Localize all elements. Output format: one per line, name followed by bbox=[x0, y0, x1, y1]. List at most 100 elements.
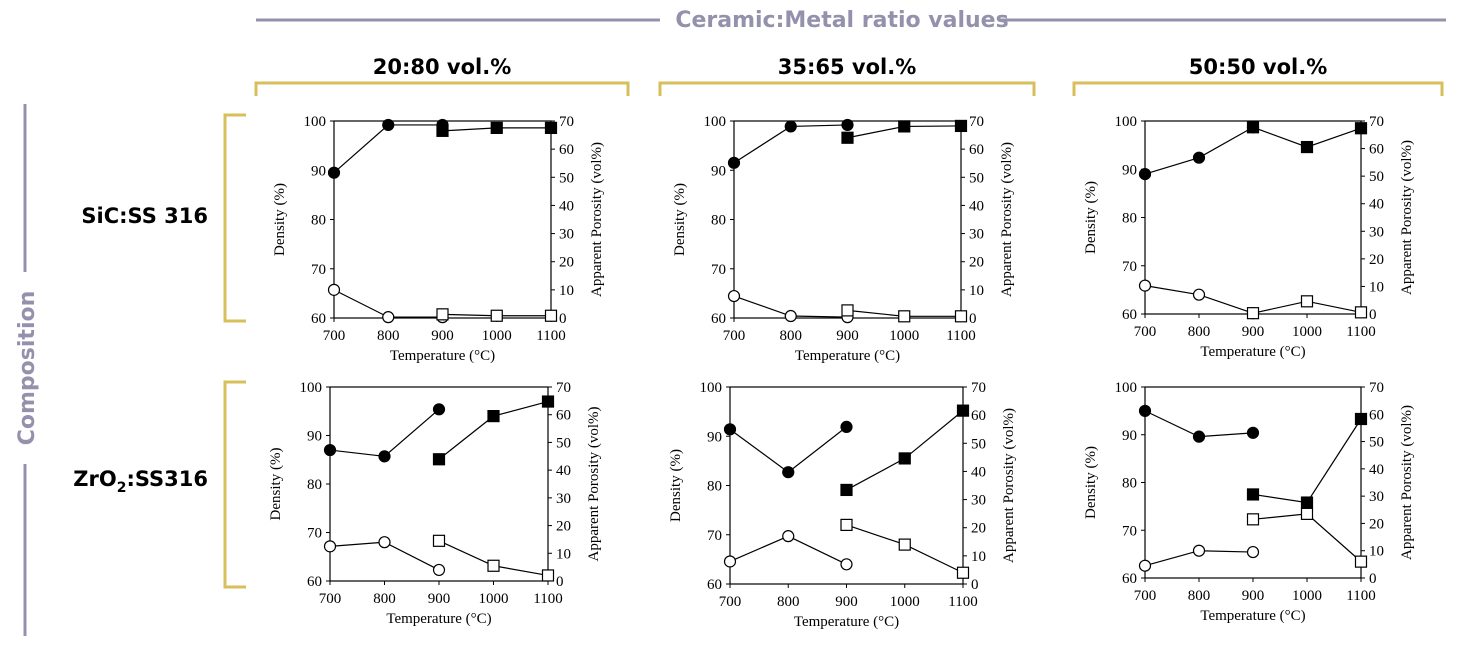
data-point-square bbox=[544, 309, 558, 322]
y2-tick-label: 0 bbox=[969, 311, 977, 327]
data-point-circle bbox=[784, 120, 797, 133]
data-point-circle bbox=[327, 166, 341, 179]
x-tick-label: 700 bbox=[1134, 588, 1157, 604]
y-tick-label: 90 bbox=[711, 163, 726, 179]
y2-tick-label: 20 bbox=[971, 521, 986, 537]
y2-tick-label: 40 bbox=[559, 198, 574, 214]
x-tick-label: 800 bbox=[1188, 324, 1211, 340]
y-tick-label: 100 bbox=[1115, 380, 1138, 396]
data-point-circle bbox=[784, 309, 797, 323]
row-header-sic: SiC:SS 316 bbox=[81, 113, 246, 323]
column-header-1: 20:80 vol.% bbox=[254, 55, 630, 96]
series-line bbox=[729, 426, 847, 473]
y-axis-label: Density (%) bbox=[672, 183, 688, 256]
data-point-circle bbox=[1192, 151, 1206, 164]
y-tick-label: 100 bbox=[300, 380, 323, 396]
data-point-square bbox=[490, 309, 503, 322]
y2-tick-label: 60 bbox=[559, 142, 574, 158]
y-tick-label: 100 bbox=[1115, 114, 1138, 130]
y2-tick-label: 40 bbox=[1369, 462, 1384, 478]
y-tick-label: 80 bbox=[311, 213, 326, 229]
data-point-circle bbox=[727, 156, 741, 169]
y2-tick-label: 10 bbox=[1369, 544, 1384, 560]
y2-axis-label: Apparent Porosity (vol%) bbox=[1399, 140, 1415, 295]
y2-tick-label: 20 bbox=[559, 255, 574, 271]
column-bracket bbox=[658, 81, 1036, 96]
y2-tick-label: 70 bbox=[559, 114, 574, 130]
y2-axis-label: Apparent Porosity (vol%) bbox=[586, 407, 602, 562]
y2-tick-label: 40 bbox=[971, 464, 986, 480]
data-point-circle bbox=[432, 563, 446, 577]
data-point-square bbox=[1246, 307, 1260, 320]
data-point-square bbox=[898, 120, 911, 133]
x-tick-label: 900 bbox=[836, 328, 859, 344]
y-tick-label: 70 bbox=[711, 262, 726, 278]
y2-tick-label: 30 bbox=[556, 491, 571, 507]
x-axis-label: Temperature (°C) bbox=[390, 348, 495, 364]
x-tick-label: 1000 bbox=[482, 328, 512, 344]
data-point-square bbox=[898, 538, 911, 551]
series-line bbox=[329, 408, 440, 457]
data-point-square bbox=[954, 119, 968, 133]
data-point-circle bbox=[327, 283, 341, 296]
row-header-zro2: ZrO2:SS316 bbox=[73, 380, 246, 589]
x-tick-label: 1000 bbox=[889, 328, 919, 344]
y-tick-label: 60 bbox=[707, 577, 722, 593]
data-point-square bbox=[436, 124, 449, 137]
y-tick-label: 90 bbox=[1122, 428, 1137, 444]
row-label-zro2: ZrO2:SS316 bbox=[73, 467, 208, 496]
x-tick-label: 800 bbox=[777, 594, 800, 610]
y-tick-label: 60 bbox=[1122, 307, 1137, 323]
data-point-square bbox=[541, 395, 555, 408]
data-point-square bbox=[956, 404, 970, 417]
x-tick-label: 1000 bbox=[1292, 588, 1322, 604]
row-bracket bbox=[223, 113, 246, 323]
x-tick-label: 900 bbox=[431, 328, 454, 344]
y2-tick-label: 20 bbox=[1369, 252, 1384, 268]
ratio-header-title: Ceramic:Metal ratio values bbox=[675, 8, 1008, 33]
column-label: 35:65 vol.% bbox=[778, 55, 917, 79]
x-tick-label: 1100 bbox=[948, 594, 977, 610]
series-line bbox=[1252, 418, 1362, 504]
ratio-header: Ceramic:Metal ratio values bbox=[256, 8, 1446, 33]
y-axis-label: Density (%) bbox=[668, 449, 684, 522]
x-tick-label: 700 bbox=[319, 591, 342, 607]
data-point-square bbox=[956, 566, 970, 579]
y-tick-label: 80 bbox=[707, 479, 722, 495]
row-label-zro2-base: ZrO bbox=[73, 467, 116, 491]
x-axis-label: Temperature (°C) bbox=[1200, 344, 1305, 360]
y2-tick-label: 70 bbox=[1369, 380, 1384, 396]
x-tick-label: 800 bbox=[377, 328, 400, 344]
y2-tick-label: 50 bbox=[971, 436, 986, 452]
data-point-square bbox=[432, 534, 446, 547]
x-tick-label: 700 bbox=[1134, 324, 1157, 340]
composition-header: Composition bbox=[15, 104, 40, 636]
y2-tick-label: 20 bbox=[556, 519, 571, 535]
plot-frame bbox=[333, 120, 552, 319]
data-point-circle bbox=[782, 466, 795, 479]
data-point-square bbox=[544, 121, 558, 134]
y2-axis-label: Apparent Porosity (vol%) bbox=[999, 142, 1015, 297]
y2-tick-label: 60 bbox=[1369, 407, 1384, 423]
y2-tick-label: 0 bbox=[559, 311, 567, 327]
y2-tick-label: 40 bbox=[1369, 197, 1384, 213]
y2-tick-label: 60 bbox=[1369, 142, 1384, 158]
data-point-circle bbox=[1192, 544, 1206, 557]
x-tick-label: 800 bbox=[780, 328, 803, 344]
column-bracket bbox=[254, 81, 630, 96]
x-tick-label: 800 bbox=[1188, 588, 1211, 604]
x-tick-label: 900 bbox=[1242, 324, 1265, 340]
data-point-circle bbox=[841, 118, 854, 132]
y-tick-label: 100 bbox=[704, 114, 727, 130]
y2-tick-label: 70 bbox=[556, 380, 571, 396]
data-point-circle bbox=[727, 289, 741, 303]
y-tick-label: 80 bbox=[711, 213, 726, 229]
data-point-circle bbox=[1138, 279, 1152, 292]
plot-frame bbox=[733, 120, 962, 319]
y2-axis-label: Apparent Porosity (vol%) bbox=[1399, 405, 1415, 560]
data-point-square bbox=[898, 310, 911, 323]
